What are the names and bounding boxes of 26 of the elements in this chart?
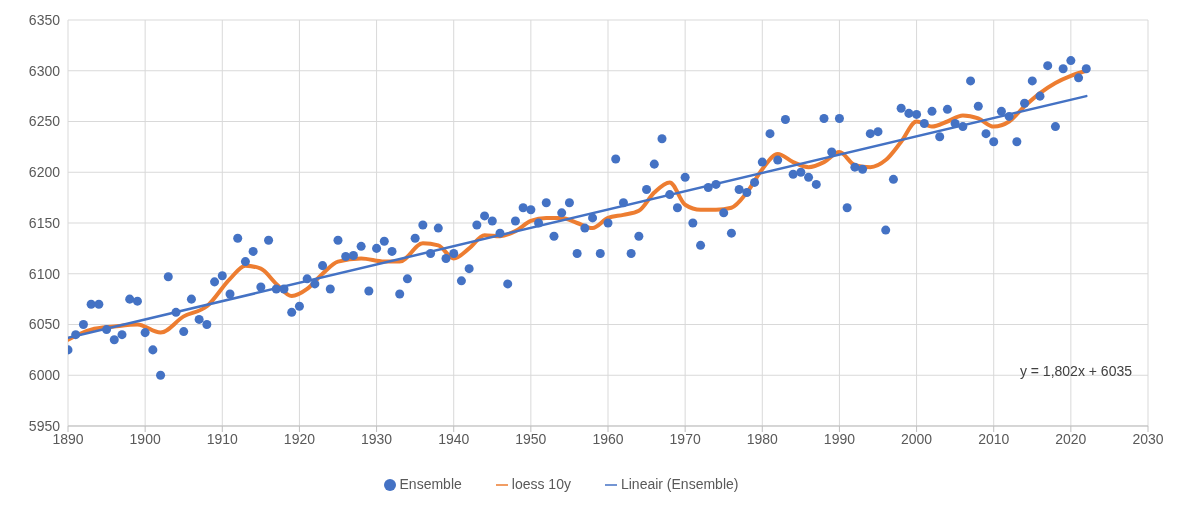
legend-label: loess 10y: [511, 476, 571, 492]
x-tick-label: 1910: [206, 430, 239, 447]
y-tick-label: 6000: [28, 367, 61, 384]
x-tick-label: 2010: [978, 430, 1010, 447]
legend-label: Lineair (Ensemble): [620, 476, 739, 492]
x-tick-label: 2030: [1132, 430, 1164, 447]
annotation: y = 1,802x + 6035: [1019, 363, 1132, 379]
y-tick-label: 6350: [28, 11, 61, 28]
x-tick-label: 1940: [438, 430, 470, 447]
y-tick-label: 6200: [28, 164, 61, 181]
x-tick-label: 2020: [1055, 430, 1087, 447]
x-tick-label: 1950: [515, 430, 547, 447]
y-tick-label: 6300: [28, 62, 61, 79]
y-tick-label: 6150: [28, 214, 61, 231]
x-tick-label: 1980: [746, 430, 779, 447]
legend-label: Ensemble: [399, 476, 462, 492]
x-tick-label: 1900: [129, 430, 161, 447]
x-tick-label: 1990: [823, 430, 856, 447]
x-tick-label: 1930: [360, 430, 393, 447]
y-tick-label: 6250: [28, 113, 61, 130]
y-tick-label: 6100: [28, 265, 61, 282]
x-tick-label: 2000: [900, 430, 933, 447]
x-tick-label: 1970: [669, 430, 701, 447]
x-tick-label: 1960: [592, 430, 624, 447]
x-tick-label: 1920: [283, 430, 316, 447]
y-tick-label: 6050: [28, 316, 61, 333]
